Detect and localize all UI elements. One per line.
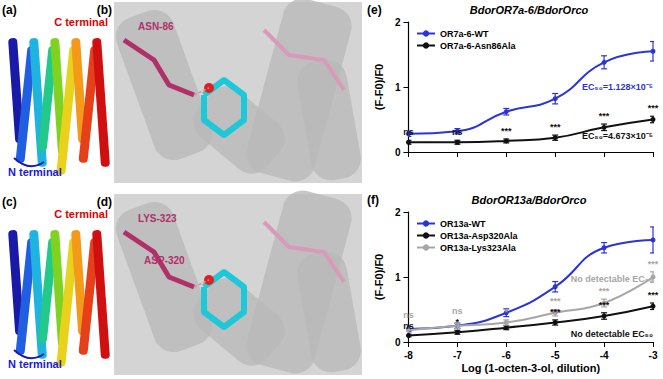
svg-text:-7: -7 <box>453 350 462 361</box>
svg-text:1: 1 <box>395 82 401 93</box>
svg-text:(b): (b) <box>97 3 112 17</box>
svg-text:1: 1 <box>395 272 401 283</box>
svg-text:OR13a-Lys323Ala: OR13a-Lys323Ala <box>440 243 517 253</box>
svg-text:2: 2 <box>395 17 401 28</box>
svg-text:-4: -4 <box>600 350 609 361</box>
svg-text:-5: -5 <box>551 350 560 361</box>
svg-text:***: *** <box>599 286 610 296</box>
svg-text:C terminal: C terminal <box>54 208 108 220</box>
svg-text:OR13a-Asp320Ala: OR13a-Asp320Ala <box>440 231 519 241</box>
svg-text:(F-F0)/F0: (F-F0)/F0 <box>373 254 385 300</box>
svg-text:BdorOR7a-6/BdorOrco: BdorOR7a-6/BdorOrco <box>470 4 589 16</box>
svg-text:(F-F0)/F0: (F-F0)/F0 <box>373 64 385 110</box>
svg-text:***: *** <box>501 126 512 136</box>
svg-text:ns: ns <box>452 306 463 316</box>
svg-text:ns: ns <box>403 310 414 320</box>
svg-text:***: *** <box>550 307 561 317</box>
svg-text:ASN-86: ASN-86 <box>138 21 174 32</box>
svg-text:***: *** <box>550 122 561 132</box>
svg-text:OR13a-WT: OR13a-WT <box>440 219 486 229</box>
svg-text:-8: -8 <box>404 350 413 361</box>
svg-text:***: *** <box>648 259 659 269</box>
svg-text:(d): (d) <box>97 195 112 209</box>
svg-text:***: *** <box>599 111 610 121</box>
svg-text:0: 0 <box>395 147 401 158</box>
svg-text:(a): (a) <box>2 3 17 17</box>
svg-text:0: 0 <box>395 337 401 348</box>
svg-text:(e): (e) <box>367 3 382 17</box>
svg-text:***: *** <box>648 103 659 113</box>
svg-text:ns: ns <box>403 127 414 137</box>
svg-text:***: *** <box>550 296 561 306</box>
svg-text:***: *** <box>648 290 659 300</box>
svg-text:ns: ns <box>452 127 463 137</box>
svg-text:*: * <box>505 307 509 317</box>
svg-text:No detectable EC₅₀: No detectable EC₅₀ <box>571 274 653 284</box>
svg-text:-3: -3 <box>649 350 658 361</box>
svg-text:***: *** <box>599 300 610 310</box>
svg-text:ns: ns <box>403 321 414 331</box>
svg-text:LYS-323: LYS-323 <box>138 213 177 224</box>
svg-text:OR7a-6-WT: OR7a-6-WT <box>440 29 489 39</box>
svg-text:2: 2 <box>395 207 401 218</box>
svg-text:N terminal: N terminal <box>8 358 62 370</box>
svg-text:-6: -6 <box>502 350 511 361</box>
svg-text:*: * <box>456 317 460 327</box>
svg-text:(f): (f) <box>367 193 379 207</box>
svg-text:C terminal: C terminal <box>54 16 108 28</box>
svg-text:No detectable EC₅₀: No detectable EC₅₀ <box>571 329 653 339</box>
svg-text:BdorOR13a/BdorOrco: BdorOR13a/BdorOrco <box>472 194 587 206</box>
svg-text:N terminal: N terminal <box>8 166 62 178</box>
svg-text:Log (1-octen-3-ol, dilution): Log (1-octen-3-ol, dilution) <box>461 362 600 374</box>
svg-text:OR7a-6-Asn86Ala: OR7a-6-Asn86Ala <box>440 41 517 51</box>
svg-text:EC₅₀=4.673×10⁻⁵: EC₅₀=4.673×10⁻⁵ <box>582 131 653 141</box>
svg-text:EC₅₀=1.128×10⁻⁵: EC₅₀=1.128×10⁻⁵ <box>582 82 653 92</box>
svg-text:(c): (c) <box>2 195 17 209</box>
svg-text:ASP-320: ASP-320 <box>144 255 185 266</box>
